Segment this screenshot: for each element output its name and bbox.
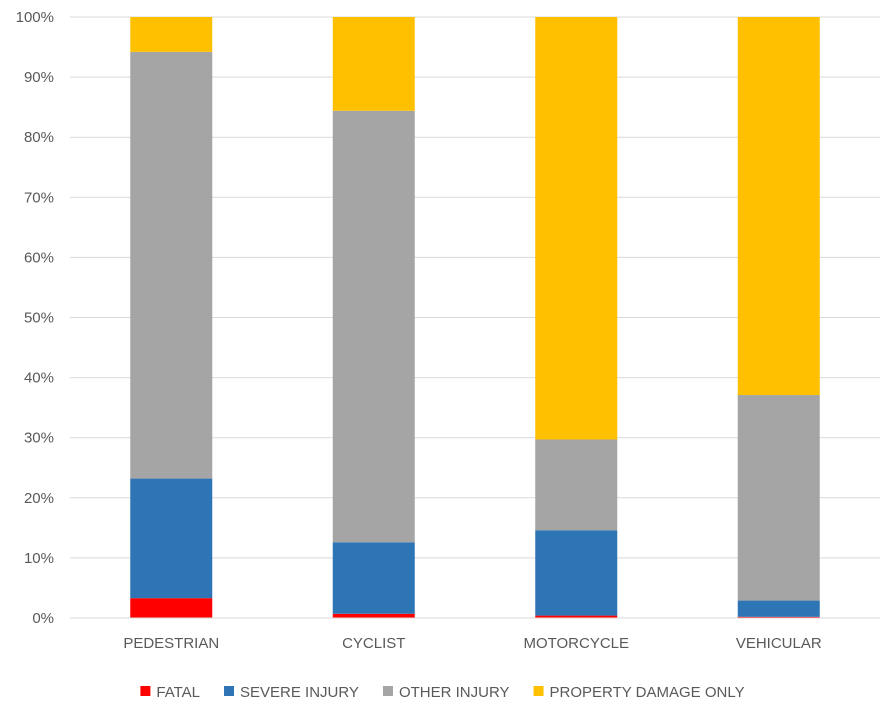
bar-segment-vehicular-fatal (737, 616, 820, 618)
legend-swatch (533, 686, 544, 696)
y-tick-label: 50% (24, 310, 54, 327)
legend-swatch (224, 686, 235, 696)
y-tick-label: 30% (24, 430, 54, 447)
y-axis-tick-labels: 0% 10% 20% 30% 40% 50% 60% 70% 80% 90% 100% (16, 9, 54, 627)
bar-segment-vehicular-other-injury (737, 395, 820, 601)
legend-item-property-damage-only: PROPERTY DAMAGE ONLY (533, 684, 745, 701)
legend-item-fatal: FATAL (140, 684, 200, 701)
bar-segment-cyclist-other-injury (332, 110, 415, 543)
x-tick-label-motorcycle: MOTORCYCLE (523, 635, 629, 652)
bar-segment-cyclist-severe-injury (332, 542, 415, 614)
legend-label: PROPERTY DAMAGE ONLY (550, 684, 745, 701)
y-tick-label: 80% (24, 129, 54, 146)
bar-segment-vehicular-severe-injury (737, 600, 820, 617)
legend-swatch (382, 686, 393, 696)
bar-segment-motorcycle-fatal (535, 615, 618, 618)
bar-segment-pedestrian-severe-injury (130, 478, 213, 599)
y-tick-label: 70% (24, 189, 54, 206)
x-tick-label-vehicular: VEHICULAR (736, 635, 822, 652)
bar-segment-motorcycle-other-injury (535, 439, 618, 531)
bar-segment-pedestrian-other-injury (130, 51, 213, 479)
legend-label: FATAL (156, 684, 200, 701)
bar-segment-cyclist-fatal (332, 613, 415, 618)
y-tick-label: 40% (24, 370, 54, 387)
y-tick-label: 10% (24, 550, 54, 567)
x-tick-label-cyclist: CYCLIST (342, 635, 405, 652)
bar-segment-pedestrian-fatal (130, 598, 213, 618)
bars (130, 17, 820, 618)
bar-segment-cyclist-property-damage-only (332, 17, 415, 111)
legend-item-severe-injury: SEVERE INJURY (224, 684, 359, 701)
legend: FATAL SEVERE INJURY OTHER INJURY PROPERTY D… (140, 684, 745, 701)
x-tick-label-pedestrian: PEDESTRIAN (123, 635, 219, 652)
y-tick-label: 90% (24, 69, 54, 86)
legend-label: SEVERE INJURY (240, 684, 359, 701)
bar-segment-motorcycle-severe-injury (535, 530, 618, 616)
bar-segment-pedestrian-property-damage-only (130, 17, 213, 52)
y-tick-label: 20% (24, 490, 54, 507)
bar-segment-vehicular-property-damage-only (737, 17, 820, 396)
y-tick-label: 60% (24, 249, 54, 266)
y-tick-label: 0% (32, 610, 54, 627)
legend-item-other-injury: OTHER INJURY (382, 684, 510, 701)
x-axis-tick-labels: PEDESTRIAN CYCLIST MOTORCYCLE VEHICULAR (123, 635, 822, 652)
legend-label: OTHER INJURY (399, 684, 510, 701)
y-tick-label: 100% (16, 9, 54, 26)
legend-swatch (140, 686, 151, 696)
bar-segment-motorcycle-property-damage-only (535, 17, 618, 440)
